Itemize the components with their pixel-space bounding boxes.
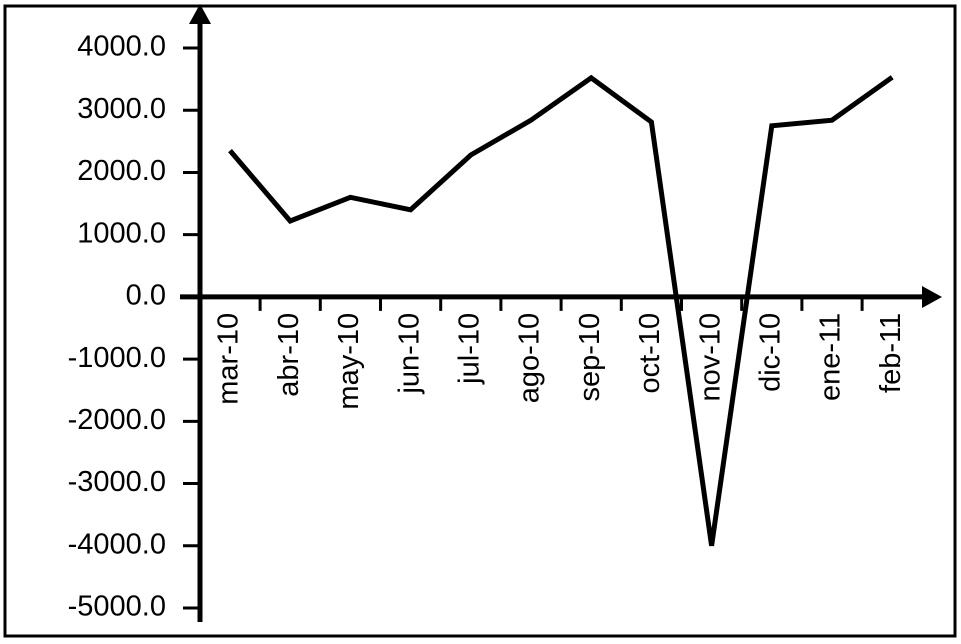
y-tick-label: 1000.0 <box>77 217 166 249</box>
y-axis-arrow <box>189 4 211 24</box>
y-tick-label: -2000.0 <box>68 404 166 436</box>
y-tick-label: 2000.0 <box>77 155 166 187</box>
line <box>228 74 894 547</box>
y-tick-label: -4000.0 <box>68 528 166 560</box>
x-tick-label: mar-10 <box>213 313 245 405</box>
frame <box>3 4 957 638</box>
x-tick-label: jul-10 <box>453 313 485 385</box>
y-tick-label: 3000.0 <box>77 93 166 125</box>
x-axis-arrow <box>922 286 942 308</box>
x-tick-label: ago-10 <box>514 313 546 403</box>
x-tick-label: dic-10 <box>754 313 786 392</box>
y-tick-label: -5000.0 <box>68 591 166 623</box>
x-tick-label: nov-10 <box>694 313 726 402</box>
x-tick-label: abr-10 <box>273 313 305 397</box>
x-tick-label: sep-10 <box>574 313 606 402</box>
x-tick-label: jun-10 <box>393 313 425 395</box>
x-tick-label: may-10 <box>333 313 365 410</box>
x-tick-label: ene-11 <box>815 313 847 401</box>
y-tick-label: -1000.0 <box>68 342 166 374</box>
x-tick-label: oct-10 <box>634 313 666 394</box>
y-tick-label: 0.0 <box>126 280 166 312</box>
x-tick-label: feb-11 <box>875 313 907 393</box>
y-tick-label: -3000.0 <box>68 466 166 498</box>
y-tick-label: 4000.0 <box>77 31 166 63</box>
